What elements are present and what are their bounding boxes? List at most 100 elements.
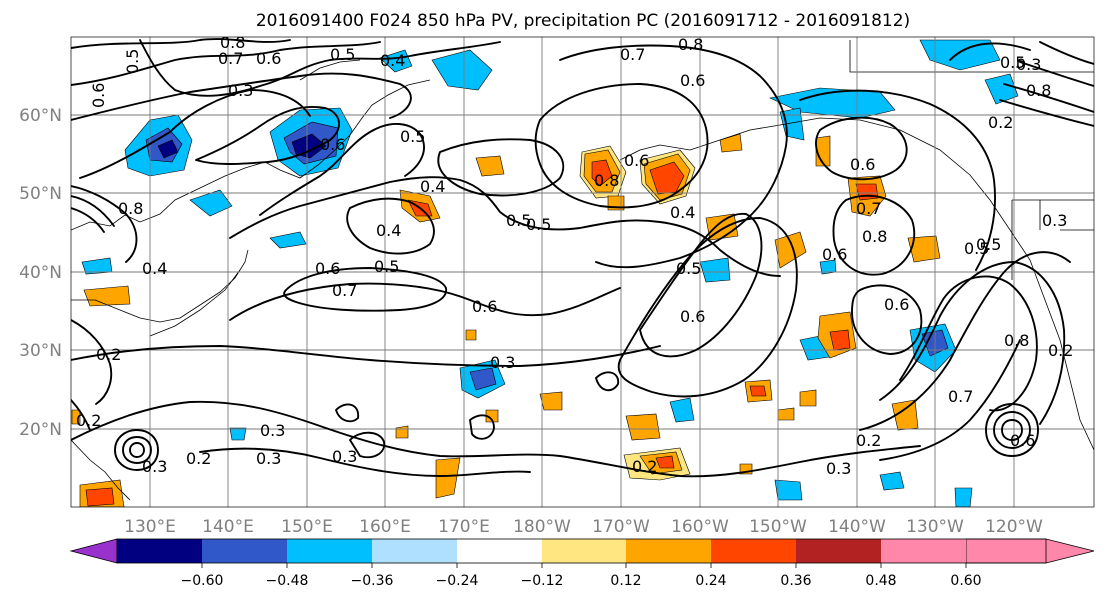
contour-label: 0.2 xyxy=(856,431,881,450)
contour-label: 0.4 xyxy=(376,221,401,240)
colorbar-tick-label: −0.24 xyxy=(436,573,479,589)
contour-label: 0.8 xyxy=(118,199,143,218)
contour-label: 0.2 xyxy=(76,411,101,430)
contour-label: 0.6 xyxy=(1010,431,1035,450)
contour-label: 0.4 xyxy=(420,177,445,196)
contour-label: 0.3 xyxy=(228,81,253,100)
colorbar-segment xyxy=(202,539,287,563)
colorbar-segment xyxy=(711,539,796,563)
lon-label: 170°W xyxy=(592,517,650,537)
contour-label: 0.8 xyxy=(1004,331,1029,350)
lon-label: 150°E xyxy=(281,517,333,537)
colorbar-tick-label: −0.36 xyxy=(351,573,394,589)
contour-label: 0.5 xyxy=(676,259,701,278)
positive-precip-anomaly xyxy=(71,133,941,507)
lon-label: 150°W xyxy=(749,517,807,537)
figure-title: 2016091400 F024 850 hPa PV, precipitatio… xyxy=(256,11,910,31)
contour-label: 0.6 xyxy=(624,151,649,170)
lon-label: 140°E xyxy=(202,517,254,537)
precip-shading xyxy=(71,39,1019,507)
contour-label: 0.3 xyxy=(260,421,285,440)
lon-label: 160°W xyxy=(671,517,729,537)
colorbar-tick-label: −0.12 xyxy=(521,573,564,589)
contour-label: 0.5 xyxy=(964,239,989,258)
latitude-labels: 60°N 50°N 40°N 30°N 20°N xyxy=(19,106,62,440)
contour-label: 0.5 xyxy=(400,127,425,146)
contour-label: 0.6 xyxy=(89,83,108,108)
contour-label: 0.6 xyxy=(315,259,340,278)
longitude-labels: 130°E 140°E 150°E 160°E 170°E 180°W 170°… xyxy=(124,517,1043,537)
negative-precip-anomaly xyxy=(81,39,1019,507)
contour-label: 0.7 xyxy=(948,387,973,406)
lat-label: 40°N xyxy=(19,263,62,283)
contour-label: 0.6 xyxy=(680,71,705,90)
contour-label: 0.8 xyxy=(1026,81,1051,100)
colorbar-ticks: −0.60 −0.48 −0.36 −0.24 −0.12 0.12 0.24 … xyxy=(181,563,982,589)
contour-labels: 0.8 0.7 0.6 0.5 0.4 0.5 0.6 0.3 0.6 0.5 … xyxy=(76,33,1073,478)
lon-label: 140°W xyxy=(828,517,886,537)
contour-label: 0.6 xyxy=(822,245,847,264)
lat-label: 60°N xyxy=(19,106,62,126)
lon-label: 180°W xyxy=(513,517,571,537)
lon-label: 170°E xyxy=(438,517,490,537)
colorbar-tick-label: 0.12 xyxy=(610,573,641,589)
colorbar-segment xyxy=(796,539,881,563)
contour-label: 0.2 xyxy=(96,345,121,364)
contour-label: 0.3 xyxy=(1042,211,1067,230)
contour-label: 0.7 xyxy=(218,49,243,68)
contour-label: 0.2 xyxy=(186,449,211,468)
contour-label: 0.8 xyxy=(678,35,703,54)
lon-label: 160°E xyxy=(359,517,411,537)
lat-label: 50°N xyxy=(19,184,62,204)
contour-label: 0.3 xyxy=(332,447,357,466)
contour-label: 0.7 xyxy=(620,45,645,64)
colorbar-extend-min xyxy=(69,538,118,564)
contour-label: 0.5 xyxy=(374,257,399,276)
colorbar-tick-label: −0.60 xyxy=(181,573,224,589)
lon-label: 130°E xyxy=(124,517,176,537)
contour-label: 0.3 xyxy=(490,353,515,372)
colorbar-tick-label: 0.60 xyxy=(950,573,981,589)
lat-label: 30°N xyxy=(19,341,62,361)
contour-label: 0.8 xyxy=(594,171,619,190)
colorbar-segment xyxy=(542,539,626,563)
contour-label: 0.5 xyxy=(330,45,355,64)
colorbar: −0.60 −0.48 −0.36 −0.24 −0.12 0.12 0.24 … xyxy=(69,538,1095,589)
colorbar-tick-label: 0.36 xyxy=(780,573,811,589)
colorbar-tick-label: −0.48 xyxy=(266,573,309,589)
colorbar-tick-label: 0.24 xyxy=(695,573,726,589)
colorbar-segment xyxy=(626,539,711,563)
coastlines xyxy=(71,40,1094,501)
colorbar-segment xyxy=(372,539,457,563)
colorbar-segment xyxy=(881,539,966,563)
lat-label: 20°N xyxy=(19,420,62,440)
colorbar-tick-label: 0.48 xyxy=(865,573,896,589)
contour-label: 0.2 xyxy=(988,113,1013,132)
contour-label: 0.6 xyxy=(884,295,909,314)
colorbar-segment xyxy=(287,539,372,563)
contour-label: 0.6 xyxy=(850,155,875,174)
contour-label: 0.3 xyxy=(826,459,851,478)
contour-label: 0.7 xyxy=(856,199,881,218)
contour-label: 0.7 xyxy=(332,281,357,300)
contour-label: 0.4 xyxy=(142,259,167,278)
contour-label: 0.8 xyxy=(862,227,887,246)
contour-label: 0.6 xyxy=(256,49,281,68)
contour-label: 0.5 xyxy=(123,49,142,74)
contour-label: 0.3 xyxy=(256,449,281,468)
contour-label: 0.6 xyxy=(472,297,497,316)
contour-label: 0.6 xyxy=(680,307,705,326)
colorbar-segment xyxy=(117,539,202,563)
contour-label: 0.3 xyxy=(142,457,167,476)
contour-label: 0.2 xyxy=(632,457,657,476)
contour-label: 0.6 xyxy=(320,135,345,154)
lon-label: 130°W xyxy=(906,517,964,537)
contour-label: 0.4 xyxy=(380,51,405,70)
contour-label: 0.8 xyxy=(220,33,245,52)
lon-label: 120°W xyxy=(985,517,1043,537)
contour-label: 0.5 xyxy=(976,235,1001,254)
contour-label: 0.5 xyxy=(506,211,531,230)
contour-label: 0.4 xyxy=(670,203,695,222)
colorbar-segment xyxy=(457,539,542,563)
